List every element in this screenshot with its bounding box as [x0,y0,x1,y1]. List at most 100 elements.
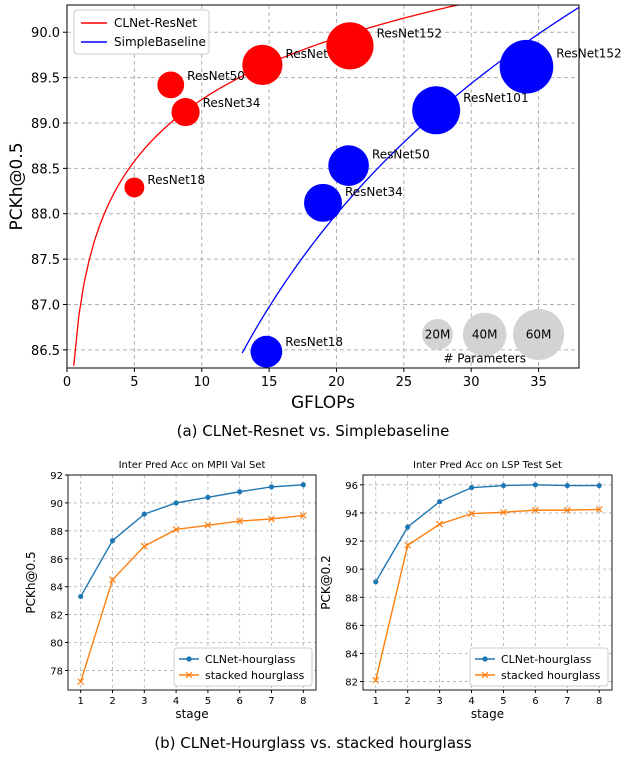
chart-b1-point-clnet [268,484,275,490]
size-legend-title: # Parameters [443,351,526,365]
caption-top: (a) CLNet-Resnet vs. Simplebaseline [177,422,450,440]
size-legend-bubble [422,318,453,350]
chart-b2-xlabel: stage [471,707,504,721]
chart-b1-line-clnet [80,484,304,597]
x-marker-stroke [404,541,412,549]
chart-b1-xtick-label: 7 [268,696,274,707]
chart-a-xtick-label: 10 [193,375,210,390]
chart-b2-point-clnet [596,482,602,489]
chart-b2-xtick-label: 6 [532,696,538,707]
chart-b2-ylabel: PCK@0.2 [319,555,333,610]
chart-b1-point-clnet [300,482,306,488]
chart-b1-ytick-label: 88 [50,527,63,538]
x-marker-stroke [140,542,148,550]
chart-a-xtick-label: 30 [463,375,480,390]
chart-b2-xtick-label: 3 [436,696,442,707]
chart-b1-point-clnet [109,538,116,544]
chart-b2-point-stacked [595,506,603,513]
chart-a-ytick-label: 87.0 [31,298,60,313]
chart-b2-point-stacked [500,508,507,516]
chart-a-xtick-label: 20 [328,375,345,390]
chart-b1-xtick-label: 5 [205,696,211,707]
chart-b2-point-clnet [373,579,379,585]
chart-a-xtick-label: 5 [130,375,138,390]
x-marker-stroke [172,526,180,533]
size-legend-bubble [513,308,565,360]
caption-bottom: (b) CLNet-Hourglass vs. stacked hourglas… [154,734,472,752]
x-marker-stroke [185,671,193,679]
chart-b1-legend-label: stacked hourglass [205,669,305,682]
chart-b2-xtick-label: 1 [373,696,379,707]
chart-a-ytick-label: 90.0 [31,26,60,41]
size-legend-label: 60M [526,327,552,341]
chart-a-frame [66,4,580,369]
chart-b1-ytick-label: 78 [50,666,63,677]
x-marker-stroke [531,506,539,514]
chart-a-point-label: ResNet18 [285,335,343,349]
chart-b2-point-stacked [372,676,380,684]
chart-a-point-label: ResNet152 [377,27,442,41]
chart-b2-point-stacked [531,506,539,514]
chart-a: ResNet18 ResNet34 ResNet50 ResNet101 ResNet1… [7,4,622,413]
chart-b1-point-stacked [109,576,116,584]
chart-b2-xtick-label: 8 [596,696,602,707]
chart-a-xlabel: GFLOPs [291,393,355,413]
chart-b1-ytick-label: 92 [50,471,63,482]
chart-a-point-label: ResNet50 [372,148,430,162]
chart-a-ylabel: PCKh@0.5 [7,142,27,230]
chart-a-ytick-label: 88.0 [31,208,60,223]
chart-b1-xtick-label: 1 [78,696,84,707]
chart-a-bubble-clnet-resnet18 [124,177,145,198]
chart-b1-point-clnet [237,489,243,495]
chart-a-point-label: ResNet101 [463,91,528,105]
chart-a-point-label: ResNet34 [345,185,403,199]
chart-b2-legend-marker [482,656,488,662]
chart-b2-frame [362,474,613,691]
chart-a-bubble-clnet-resnet101 [242,44,283,86]
chart-b1-legend-box [173,647,313,687]
x-marker-stroke [468,510,475,518]
chart-a-xtick-label: 35 [530,375,547,390]
chart-a-legend-box [73,9,210,55]
chart-b1-point-stacked [140,542,148,550]
chart-a-point-label: ResNet50 [187,69,245,83]
x-marker-stroke [109,576,116,584]
chart-a-point-label: ResNet18 [147,173,205,187]
chart-b1-title: Inter Pred Acc on MPII Val Set [119,460,266,471]
chart-b2-ytick-label: 92 [345,537,358,548]
chart-a-bubble-simplebaseline-resnet34 [304,183,342,222]
chart-a-bubble-clnet-resnet34 [171,98,200,127]
chart-a-ytick-label: 87.5 [31,253,60,268]
chart-b1-point-stacked [268,515,275,523]
chart-b2-point-clnet [437,499,443,505]
chart-b2-legend-box [469,647,609,687]
x-marker-stroke [236,517,244,525]
chart-a-point-label: ResNet152 [556,46,621,60]
size-legend-label: 20M [425,327,451,341]
chart-a-ytick-label: 89.5 [31,72,60,87]
chart-b2-legend-label: CLNet-hourglass [501,653,592,666]
chart-b1-point-stacked [77,678,85,686]
size-legend-bubble [462,312,507,357]
chart-b2-point-stacked [563,506,571,514]
chart-b1-ytick-label: 84 [50,583,63,594]
chart-b1-xtick-label: 2 [109,696,115,707]
chart-b1-point-clnet [141,511,147,517]
chart-b2-ytick-label: 94 [345,509,358,520]
chart-b1-xtick-label: 8 [300,696,306,707]
chart-b2-point-clnet [532,482,538,488]
chart-a-xtick-label: 0 [63,375,71,390]
chart-b2-point-stacked [404,541,412,549]
chart-b2-title: Inter Pred Acc on LSP Test Set [413,460,562,471]
chart-b2-ytick-label: 90 [345,565,358,576]
chart-a-bubble-simplebaseline-resnet18 [250,335,283,368]
x-marker-stroke [268,515,275,523]
chart-b1-point-stacked [236,517,244,525]
chart-b2-ytick-label: 96 [345,481,358,492]
chart-b1-point-clnet [173,500,179,506]
chart-b2-xtick-label: 4 [468,696,474,707]
x-marker-stroke [372,676,380,684]
x-marker-stroke [563,506,571,514]
chart-b1-xtick-label: 3 [141,696,147,707]
chart-b1-point-stacked [204,521,212,529]
